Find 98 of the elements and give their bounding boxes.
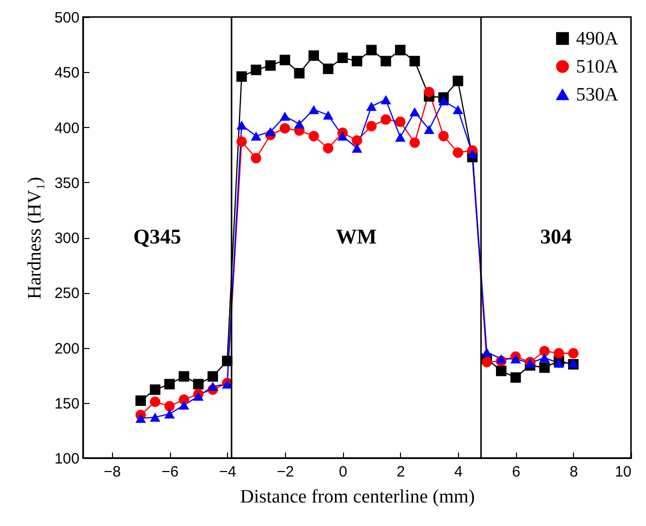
point <box>352 144 362 153</box>
legend-label: 510A <box>576 56 618 78</box>
point <box>250 64 262 76</box>
point <box>467 149 478 158</box>
point <box>409 107 420 116</box>
legend-label: 490A <box>576 28 618 50</box>
point <box>236 136 247 147</box>
point <box>452 147 464 158</box>
point <box>452 105 464 114</box>
point <box>178 371 190 382</box>
point <box>208 382 218 391</box>
point <box>250 132 262 141</box>
point <box>366 44 377 56</box>
point <box>510 372 521 383</box>
point <box>510 354 521 364</box>
point <box>164 409 175 418</box>
point <box>265 127 276 136</box>
point <box>135 414 146 423</box>
x-tick-label: 2 <box>396 464 405 480</box>
point <box>308 130 319 142</box>
annotation: WM <box>336 224 377 248</box>
y-tick-label: 350 <box>54 174 80 192</box>
point <box>539 353 550 362</box>
x-axis-title: Distance from centerline (mm) <box>240 486 475 508</box>
point <box>178 400 190 410</box>
point <box>222 356 232 366</box>
x-tick-label: 4 <box>454 464 463 480</box>
point <box>322 64 334 74</box>
x-tick-label: −2 <box>276 464 294 480</box>
point <box>294 119 305 128</box>
point <box>539 346 550 356</box>
point <box>380 114 392 125</box>
x-tick-label: 6 <box>512 464 520 480</box>
x-tick-label: 8 <box>570 464 578 480</box>
point <box>366 120 377 132</box>
y-tick-label: 250 <box>54 285 80 302</box>
y-tick-label: 100 <box>54 450 80 468</box>
point <box>236 71 247 82</box>
point <box>409 137 420 148</box>
point <box>308 105 319 114</box>
point <box>438 96 449 106</box>
point <box>438 130 449 142</box>
x-tick-label: −8 <box>104 464 121 480</box>
point <box>409 56 420 66</box>
point <box>395 116 406 127</box>
point <box>150 396 160 408</box>
annotation: 304 <box>540 224 572 248</box>
x-tick-label: 0 <box>338 464 348 480</box>
point <box>380 95 392 104</box>
point <box>568 348 579 358</box>
point <box>554 348 564 358</box>
point <box>208 371 218 382</box>
point <box>322 142 334 154</box>
point <box>280 112 290 121</box>
point <box>337 132 348 141</box>
point <box>424 86 434 98</box>
x-tick-label: −4 <box>219 464 236 480</box>
y-tick-label: 200 <box>54 340 80 358</box>
point <box>366 102 377 111</box>
point <box>294 68 305 78</box>
point <box>150 384 160 395</box>
y-tick-label: 400 <box>54 120 80 137</box>
point <box>337 52 348 64</box>
point <box>496 354 506 364</box>
point <box>352 56 362 66</box>
point <box>395 44 406 56</box>
point <box>265 60 276 71</box>
point <box>539 362 550 373</box>
point <box>482 348 492 357</box>
annotation: Q345 <box>133 224 182 248</box>
point <box>322 110 334 120</box>
point <box>135 395 146 406</box>
point <box>250 152 262 164</box>
point <box>452 76 464 86</box>
point <box>150 412 160 422</box>
x-tick-label: −6 <box>161 464 179 480</box>
point <box>236 120 247 130</box>
y-axis-title: Hardness (HV₁) <box>24 176 46 300</box>
point <box>482 356 492 368</box>
point <box>395 132 406 142</box>
point <box>352 135 362 146</box>
point <box>164 378 175 390</box>
y-tick-label: 450 <box>54 64 80 82</box>
y-tick-label: 300 <box>54 230 80 247</box>
point <box>193 392 204 401</box>
point <box>308 50 319 61</box>
point <box>280 123 290 134</box>
y-tick-label: 500 <box>54 10 80 26</box>
point <box>164 400 175 412</box>
point <box>380 56 392 66</box>
point <box>193 378 204 390</box>
legend-label: 530A <box>576 84 618 106</box>
y-tick-label: 150 <box>54 395 80 412</box>
point <box>424 124 434 134</box>
point <box>554 358 564 368</box>
point <box>280 54 290 66</box>
x-tick-label: 10 <box>614 464 632 480</box>
point <box>496 366 506 376</box>
